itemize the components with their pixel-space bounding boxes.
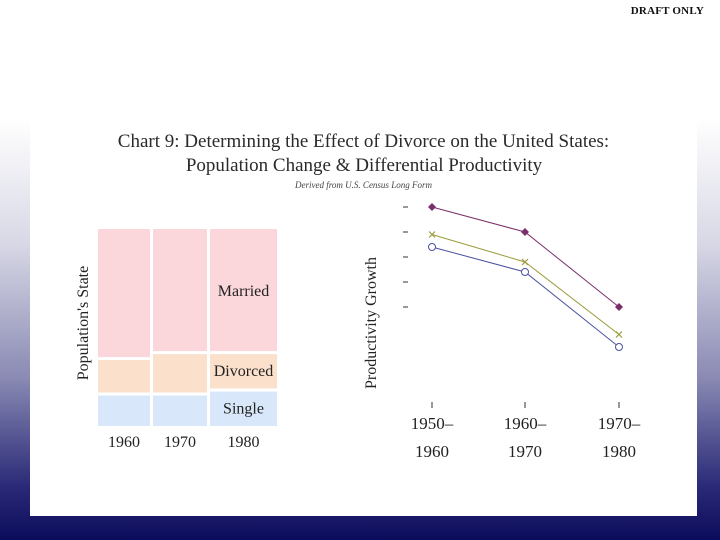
mosaic-category-label: 1960	[108, 434, 140, 451]
mosaic-category-label: 1980	[228, 434, 260, 451]
chart-title: Chart 9: Determining the Effect of Divor…	[117, 131, 610, 152]
mosaic-label-single: Single	[223, 400, 264, 417]
mosaic-cell-married-1980	[210, 229, 277, 352]
x-tick-label-start: 1950–	[411, 414, 454, 433]
mosaic-category-label: 1970	[164, 434, 196, 451]
data-point-series-0	[615, 303, 623, 311]
data-point-series-1	[521, 258, 529, 266]
mosaic-label-married: Married	[218, 283, 270, 300]
mosaic-cell-divorced-1980	[210, 354, 277, 389]
chart-canvas: 1960 1970 Single Divorced Married 1980 Popula…	[75, 203, 641, 461]
population-mosaic: 1960 1970 Single Divorced Married 1980	[98, 229, 277, 451]
x-tick-label-end: 1960	[415, 442, 449, 461]
data-point-series-2	[428, 243, 436, 251]
chart-subtitle: Population Change & Differential Product…	[185, 155, 543, 176]
chart-panel: Chart 9: Determining the Effect of Divor…	[30, 111, 697, 516]
mosaic-cell-single-1970	[153, 395, 207, 426]
mosaic-cell-divorced-1960	[98, 360, 150, 393]
mosaic-cell-married-1970	[153, 229, 207, 352]
mosaic-cell-married-1960	[98, 229, 150, 358]
x-tick-label-end: 1970	[508, 442, 542, 461]
mosaic-cell-single-1980	[210, 391, 277, 426]
data-point-series-1	[428, 231, 436, 238]
x-tick-label-start: 1970–	[598, 414, 641, 433]
data-point-series-0	[521, 228, 529, 236]
data-point-series-2	[615, 343, 623, 351]
data-point-series-2	[521, 268, 529, 276]
series-line-0	[431, 206, 620, 308]
data-point-series-1	[615, 331, 623, 338]
mosaic-cell-single-1960	[98, 395, 150, 426]
data-point-series-0	[428, 203, 436, 211]
draft-watermark: DRAFT ONLY	[630, 5, 704, 17]
x-tick-label-start: 1960–	[504, 414, 547, 433]
mosaic-label-divorced: Divorced	[214, 363, 274, 380]
chart-source-note: Derived from U.S. Census Long Form	[295, 180, 432, 190]
x-tick-label-end: 1980	[602, 442, 636, 461]
mosaic-cell-divorced-1970	[153, 354, 207, 393]
population-axis-label: Population's State	[75, 266, 92, 380]
productivity-line-chart: 1950– 1960 1960– 1970 1970– 1980	[403, 203, 641, 461]
productivity-axis-label: Productivity Growth	[363, 257, 380, 389]
